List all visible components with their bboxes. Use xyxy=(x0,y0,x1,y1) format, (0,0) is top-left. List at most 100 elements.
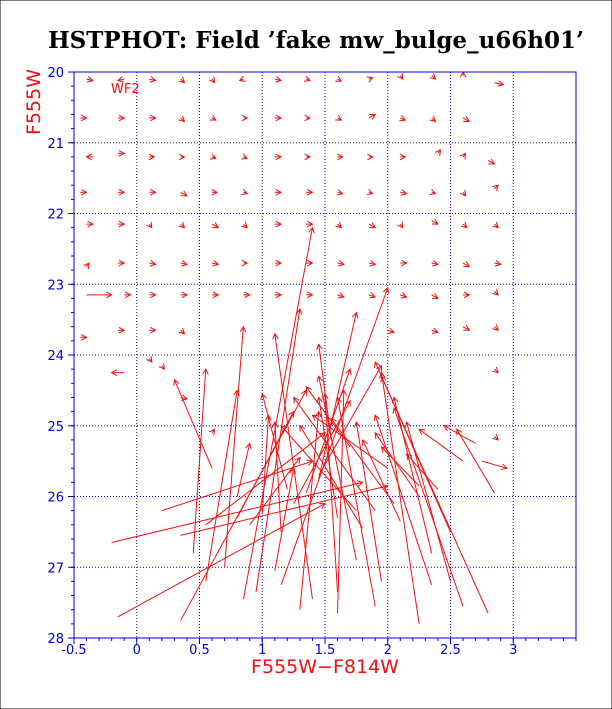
arrow-head xyxy=(369,222,377,229)
arrow-head xyxy=(382,286,390,294)
arrow-shaft xyxy=(337,294,344,298)
data-arrow xyxy=(456,428,495,494)
x-tick-label: 1 xyxy=(258,643,266,658)
arrow-shaft xyxy=(280,425,357,511)
arrow-head xyxy=(456,428,463,436)
data-arrow xyxy=(303,75,311,82)
data-arrow xyxy=(80,188,88,196)
arrow-head xyxy=(443,425,451,432)
axis-ticks: -0.5 0 0.5 1 1.5 2 2.5 3 20 21 22 23 24 25 26 27 28 xyxy=(47,66,577,658)
arrow-shaft xyxy=(180,262,188,265)
data-arrow xyxy=(260,392,288,490)
arrow-head xyxy=(293,396,300,404)
arrow-head xyxy=(275,259,283,267)
data-arrow xyxy=(117,114,126,122)
arrow-shaft xyxy=(205,390,238,582)
data-arrow xyxy=(80,333,88,341)
data-arrow xyxy=(368,222,377,229)
arrow-shaft xyxy=(431,329,439,333)
arrow-head xyxy=(378,371,386,379)
arrow-shaft xyxy=(400,294,407,298)
data-arrow xyxy=(306,220,314,228)
arrow-shaft xyxy=(381,446,420,487)
arrow-head xyxy=(178,115,186,123)
arrow-shaft xyxy=(280,287,389,586)
data-arrow xyxy=(149,76,157,83)
arrow-shaft xyxy=(368,262,376,265)
arrow-head xyxy=(492,324,499,331)
arrow-head xyxy=(463,261,471,268)
data-arrow xyxy=(255,307,303,593)
x-tick-label: 2.5 xyxy=(440,643,461,658)
y-tick-label: 24 xyxy=(47,349,64,364)
arrow-head xyxy=(271,421,279,428)
data-arrow xyxy=(337,260,345,267)
arrow-head xyxy=(337,260,345,267)
data-arrow xyxy=(178,153,186,161)
arrow-head xyxy=(369,113,377,120)
arrow-head xyxy=(463,324,471,331)
data-arrow xyxy=(178,327,186,335)
data-arrow xyxy=(487,158,496,165)
arrow-head xyxy=(178,153,186,161)
arrow-shaft xyxy=(149,262,156,265)
data-arrow xyxy=(208,76,216,84)
data-arrow xyxy=(211,188,219,196)
arrow-head xyxy=(148,153,156,161)
data-arrow xyxy=(117,259,126,267)
arrow-head xyxy=(212,291,220,299)
arrow-shaft xyxy=(274,78,282,81)
data-arrow xyxy=(299,410,322,610)
arrow-head xyxy=(288,410,295,418)
arrow-head xyxy=(272,332,279,340)
arrow-shaft xyxy=(406,453,439,490)
arrow-head xyxy=(380,446,388,453)
arrow-head xyxy=(353,421,361,429)
arrow-head xyxy=(311,414,319,421)
arrow-head xyxy=(118,150,126,157)
arrow-head xyxy=(367,153,374,161)
arrow-head xyxy=(241,221,248,229)
data-arrow xyxy=(459,70,467,78)
data-arrow xyxy=(494,260,502,267)
data-arrow xyxy=(117,220,126,228)
data-arrow xyxy=(492,289,499,296)
data-arrow xyxy=(293,400,351,504)
arrow-shaft xyxy=(173,379,213,469)
arrow-shaft xyxy=(86,78,93,81)
arrow-head xyxy=(400,292,408,299)
arrow-head xyxy=(181,291,188,299)
arrow-head xyxy=(209,114,217,121)
data-arrow xyxy=(148,153,156,161)
arrow-head xyxy=(275,76,283,83)
arrow-shaft xyxy=(431,262,439,265)
arrow-head xyxy=(366,188,374,196)
data-arrow xyxy=(178,221,186,229)
arrow-head xyxy=(336,189,344,196)
arrow-head xyxy=(150,114,157,122)
y-axis-label: F555W xyxy=(23,69,45,135)
data-arrow xyxy=(336,189,344,196)
arrow-shaft xyxy=(431,220,439,225)
arrow-head xyxy=(244,291,251,299)
arrow-head xyxy=(388,327,396,334)
arrow-head xyxy=(459,70,467,78)
arrow-head xyxy=(85,153,93,161)
arrow-head xyxy=(337,153,344,161)
arrow-head xyxy=(294,456,301,464)
arrow-head xyxy=(374,361,381,369)
arrow-head xyxy=(146,221,153,229)
data-arrow xyxy=(111,480,364,543)
data-arrow xyxy=(241,188,249,196)
arrow-head xyxy=(316,375,323,383)
data-arrow xyxy=(460,221,468,229)
data-arrow xyxy=(431,218,439,225)
arrow-head xyxy=(492,221,499,229)
data-arrow xyxy=(397,73,404,80)
arrow-head xyxy=(405,453,413,461)
data-arrow xyxy=(318,364,382,476)
arrow-head xyxy=(233,389,240,397)
data-arrow xyxy=(306,291,314,299)
arrow-shaft xyxy=(380,372,420,624)
arrow-head xyxy=(181,260,188,267)
